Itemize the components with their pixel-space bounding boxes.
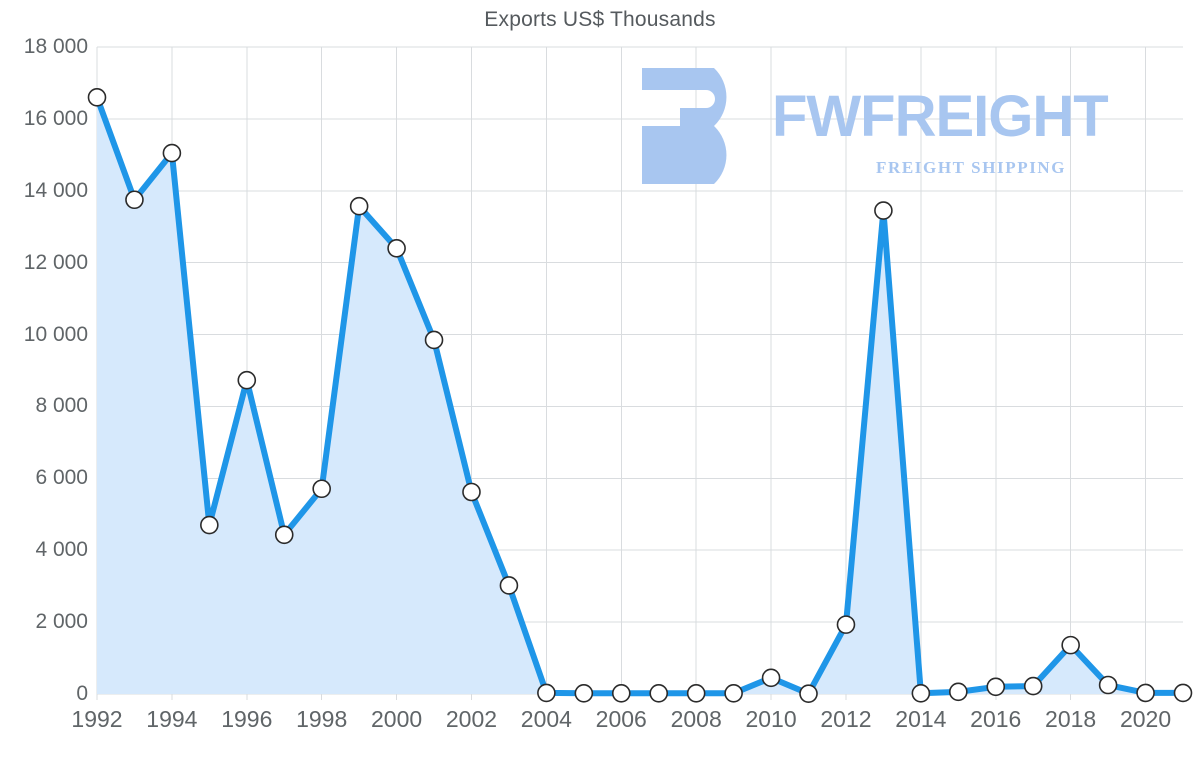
data-point-marker[interactable] [87, 88, 107, 107]
data-point-marker[interactable] [125, 190, 144, 210]
data-point-marker[interactable] [724, 683, 743, 703]
y-axis-tick-label: 2 000 [35, 610, 88, 634]
x-axis-tick-label: 2016 [970, 706, 1022, 732]
x-axis-tick-label: 2020 [1119, 706, 1172, 732]
y-axis-tick-label: 14 000 [23, 178, 88, 202]
y-axis-tick-label: 4 000 [35, 538, 88, 562]
y-axis-tick-label: 0 [76, 682, 88, 705]
x-axis-tick-label: 1994 [146, 706, 198, 732]
data-point-marker[interactable] [237, 370, 257, 390]
data-point-marker[interactable] [761, 668, 781, 688]
x-axis-tick-label: 1992 [71, 706, 123, 732]
x-axis-tick-label: 2006 [595, 706, 647, 732]
data-point-marker[interactable] [424, 330, 444, 350]
x-axis-tick-label: 2000 [370, 706, 423, 732]
x-axis-tick-label: 2014 [895, 706, 947, 732]
y-axis-tick-label: 16 000 [23, 106, 88, 130]
data-point-marker[interactable] [799, 684, 818, 703]
x-axis-tick-label: 1998 [296, 706, 348, 732]
data-point-marker[interactable] [312, 479, 331, 499]
y-axis-tick-labels: 0 2 000 4 000 6 000 8 000 10 000 12 000 14 000 1… [0, 0, 88, 763]
y-axis-tick-label: 18 000 [23, 35, 88, 58]
x-axis-tick-label: 2010 [745, 706, 797, 732]
data-point-marker[interactable] [1098, 675, 1118, 695]
y-axis-tick-label: 10 000 [23, 322, 88, 346]
data-point-marker[interactable] [349, 196, 369, 216]
data-point-marker[interactable] [1061, 635, 1080, 655]
x-axis-tick-label: 2004 [520, 706, 572, 732]
x-axis-tick-label: 1996 [221, 706, 273, 732]
data-point-marker[interactable] [874, 201, 893, 220]
data-point-marker[interactable] [986, 677, 1006, 697]
data-point-marker[interactable] [611, 683, 631, 703]
data-point-marker[interactable] [162, 143, 182, 163]
chart-title: Exports US$ Thousands [484, 8, 716, 31]
data-point-marker[interactable] [1136, 683, 1155, 703]
x-axis-tick-label: 2018 [1045, 706, 1097, 732]
data-point-marker[interactable] [1173, 683, 1193, 703]
x-axis-tick-label: 2008 [670, 706, 722, 732]
data-point-marker[interactable] [462, 482, 481, 502]
data-point-marker[interactable] [387, 238, 406, 258]
data-point-marker[interactable] [274, 525, 294, 545]
data-point-marker[interactable] [574, 683, 594, 703]
data-point-marker[interactable] [499, 576, 519, 595]
data-point-marker[interactable] [686, 683, 706, 703]
data-point-marker[interactable] [1023, 676, 1043, 696]
data-point-marker[interactable] [836, 615, 856, 634]
data-point-marker[interactable] [537, 683, 556, 703]
data-point-marker[interactable] [200, 515, 219, 535]
y-axis-tick-label: 6 000 [35, 466, 88, 490]
data-point-marker[interactable] [911, 683, 931, 703]
data-point-marker[interactable] [649, 683, 669, 703]
x-axis-tick-label: 2002 [445, 706, 498, 732]
data-point-marker[interactable] [949, 682, 968, 702]
x-axis-tick-label: 2012 [820, 706, 872, 732]
series-area-fill [97, 97, 1183, 694]
series-markers [87, 88, 1193, 703]
y-axis-tick-label: 8 000 [35, 394, 88, 418]
y-axis-tick-label: 12 000 [23, 250, 88, 274]
